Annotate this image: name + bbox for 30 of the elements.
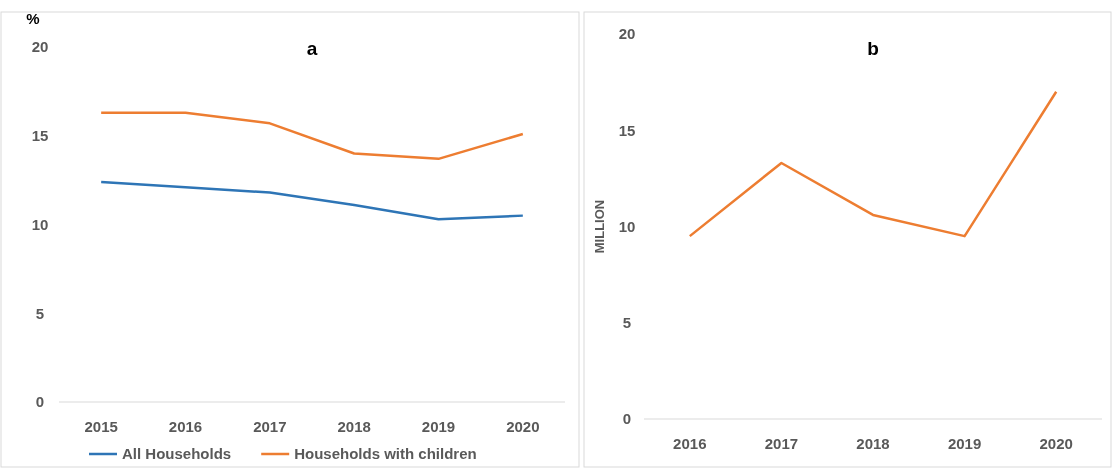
x-tick-label: 2016 [168,418,203,435]
y-tick-label: 0 [622,410,632,428]
chart-title: a [306,38,318,59]
y-tick-label: 5 [35,304,45,322]
line-series [99,180,525,221]
y-tick-label: 20 [31,38,49,56]
y-tick-label: 0 [35,393,45,411]
chart-title: b [867,38,879,59]
x-tick-label: 2019 [421,418,456,435]
x-tick-label: 2017 [253,418,287,435]
x-tick-label: 2015 [84,418,118,435]
x-tick-label: 2018 [856,435,890,452]
y-tick-label: 15 [618,121,636,139]
x-tick-label: 2018 [337,418,371,435]
line-series [688,90,1058,238]
x-tick-label: 2020 [1039,435,1073,452]
y-axis-title: MILLION [592,199,607,254]
line-series [99,111,525,161]
x-tick-label: 2016 [673,435,707,452]
y-axis-title: % [26,10,40,27]
legend-label: Households with children [294,445,477,463]
y-tick-label: 10 [31,215,49,233]
y-tick-label: 15 [31,127,49,144]
x-tick-label: 2019 [947,435,982,452]
x-tick-label: 2020 [506,418,540,435]
legend-label: All Households [122,445,232,463]
x-tick-label: 2017 [764,435,799,452]
y-tick-label: 10 [618,217,636,235]
y-tick-label: 5 [622,314,632,331]
y-tick-label: 20 [618,25,636,43]
